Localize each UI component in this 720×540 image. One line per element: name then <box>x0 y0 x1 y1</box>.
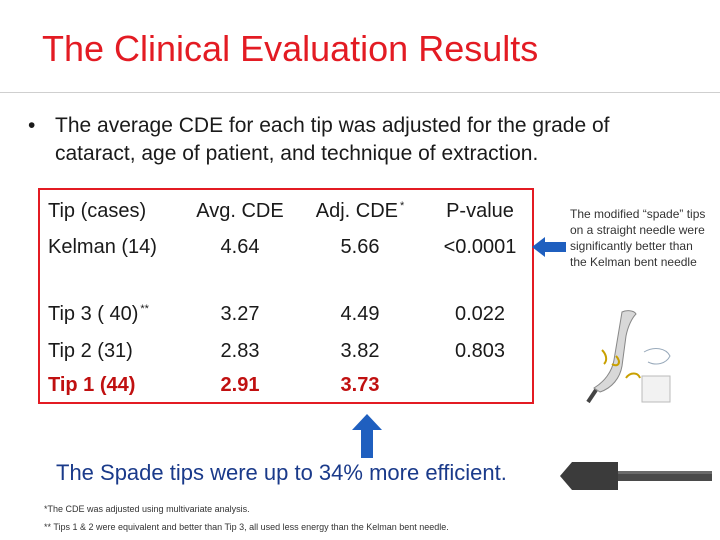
left-arrow-icon <box>532 237 566 257</box>
bullet-text: The average CDE for each tip was adjuste… <box>55 114 610 165</box>
up-arrow-icon <box>352 414 382 458</box>
row-tip2-avg: 2.83 <box>220 340 260 362</box>
row-tip1-tip: Tip 1 (44) <box>48 374 136 396</box>
row-kelman-adj: 5.66 <box>340 236 380 258</box>
footnote-2: ** Tips 1 & 2 were equivalent and better… <box>44 522 449 532</box>
header-adj-cde: Adj. CDE * <box>310 200 410 223</box>
header-adj-cde-star: * <box>399 200 405 212</box>
row-tip3-tip: Tip 3 ( 40) ** <box>48 303 149 326</box>
row-tip3-p: 0.022 <box>454 303 506 325</box>
title-divider <box>0 92 720 93</box>
row-kelman-tip: Kelman (14) <box>48 236 157 258</box>
row-tip3-star: ** <box>140 303 149 315</box>
slide-title: The Clinical Evaluation Results <box>42 28 539 69</box>
row-tip2-adj: 3.82 <box>340 340 380 362</box>
header-p-value: P-value <box>446 200 514 222</box>
header-avg-cde: Avg. CDE <box>196 200 284 222</box>
row-tip1-avg: 2.91 <box>220 374 260 396</box>
spade-bit-icon <box>556 456 716 496</box>
results-table: Tip (cases) Avg. CDE Adj. CDE * P-value K… <box>38 188 534 404</box>
spade-tip-illustration <box>586 310 671 404</box>
bullet-marker: • <box>28 114 36 137</box>
row-tip3-adj: 4.49 <box>340 303 380 325</box>
row-kelman-p: <0.0001 <box>443 236 517 258</box>
header-adj-cde-label: Adj. CDE <box>315 200 398 222</box>
footnote-1: *The CDE was adjusted using multivariate… <box>44 504 250 514</box>
row-tip1-adj: 3.73 <box>340 374 380 396</box>
row-tip3-label: Tip 3 ( 40) <box>48 303 139 325</box>
side-note: The modified “spade” tips on a straight … <box>570 207 706 269</box>
conclusion-text: The Spade tips were up to 34% more effic… <box>56 460 507 485</box>
row-tip2-tip: Tip 2 (31) <box>48 340 133 362</box>
row-tip3-avg: 3.27 <box>220 303 260 325</box>
header-tip: Tip (cases) <box>48 200 147 222</box>
row-tip2-p: 0.803 <box>454 340 506 362</box>
row-kelman-avg: 4.64 <box>220 236 260 258</box>
